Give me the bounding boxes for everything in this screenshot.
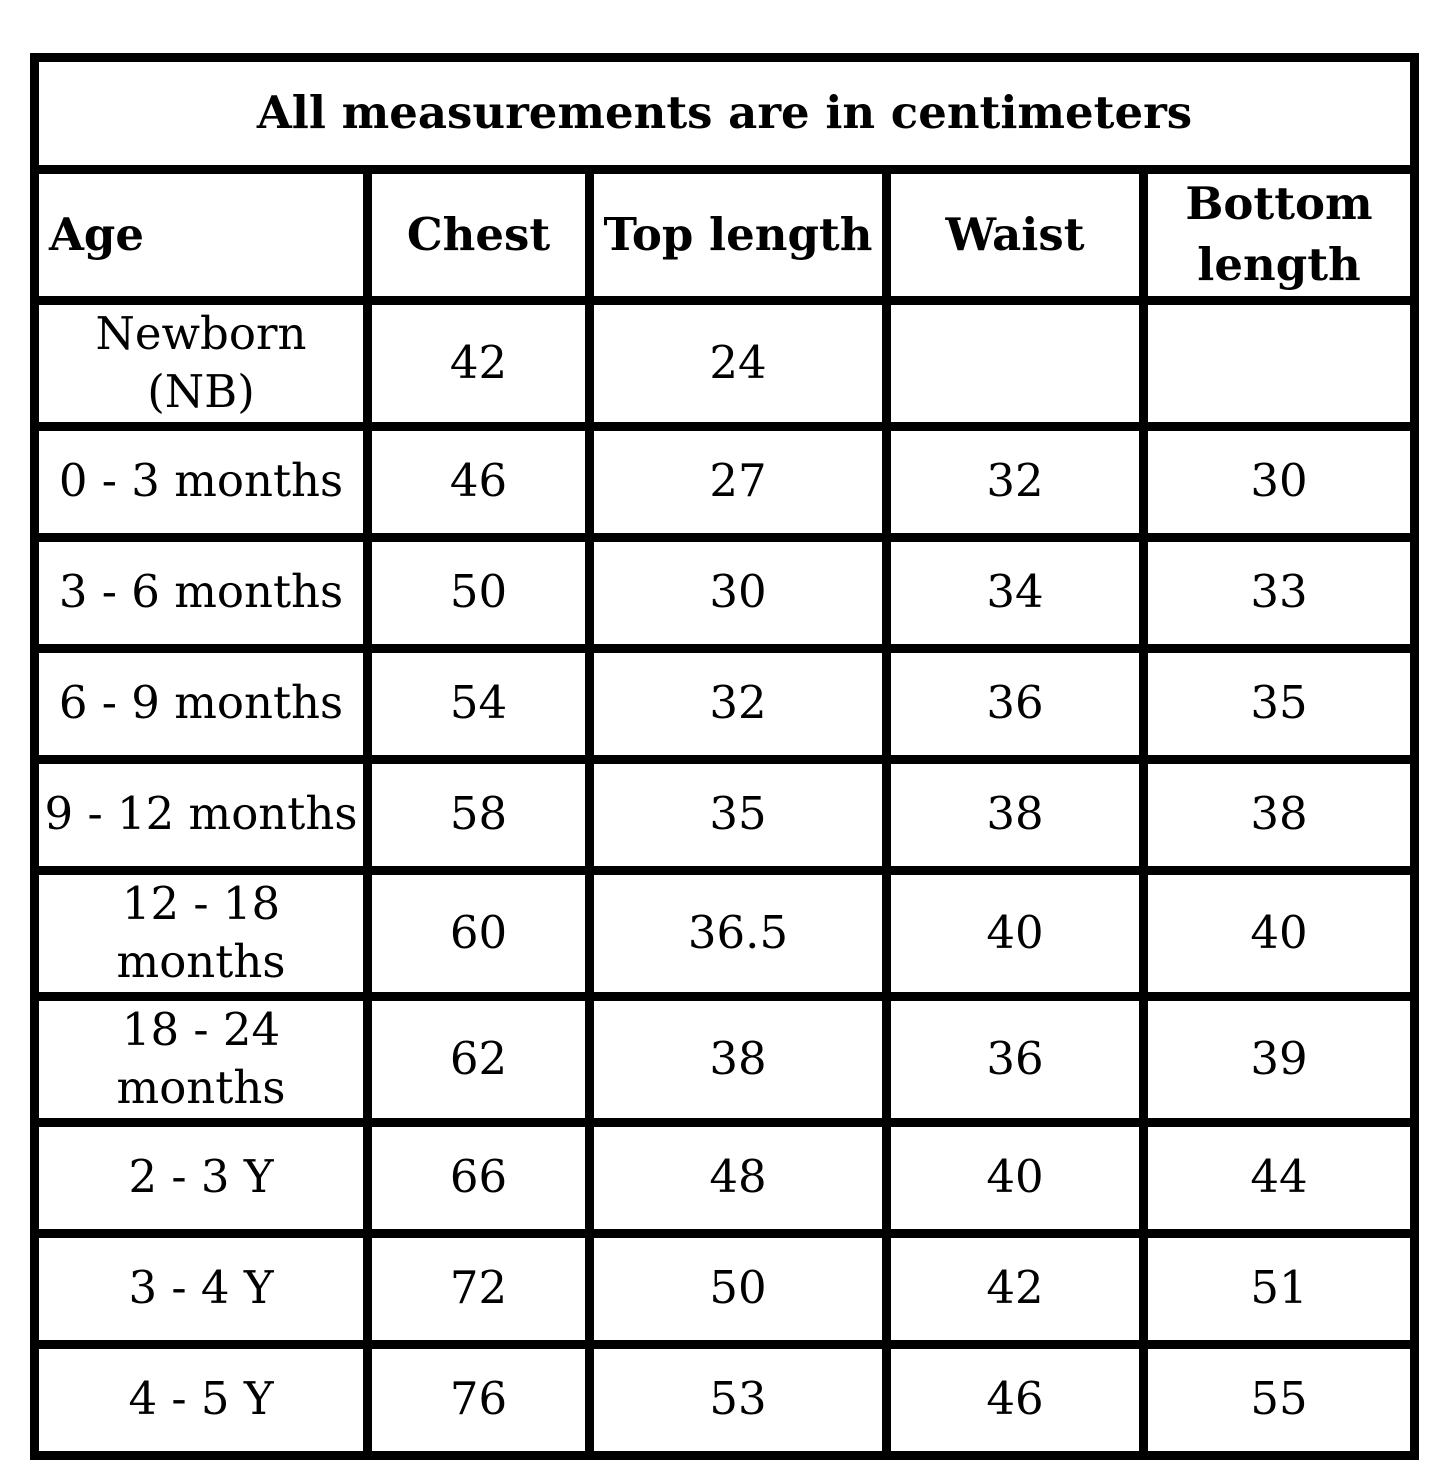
waist-cell: 42 (882, 1228, 1148, 1349)
top-length-cell: 32 (585, 643, 891, 764)
table-row-3-6-months: 3 - 6 months 50 30 34 33 (30, 532, 1419, 653)
bottom-length-cell: 39 (1139, 991, 1419, 1127)
size-chart-table: All measurements are in centimeters Age … (30, 53, 1419, 1460)
chest-cell: 46 (363, 421, 594, 542)
column-header-age: Age (30, 165, 372, 305)
bottom-length-cell: 40 (1139, 865, 1419, 1001)
table-row-9-12-months: 9 - 12 months 58 35 38 38 (30, 754, 1419, 875)
chest-cell: 66 (363, 1117, 594, 1238)
column-header-top-length: Top length (585, 165, 891, 305)
waist-cell: 36 (882, 991, 1148, 1127)
waist-cell: 46 (882, 1339, 1148, 1460)
column-header-chest: Chest (363, 165, 594, 305)
bottom-length-cell: 55 (1139, 1339, 1419, 1460)
chest-cell: 58 (363, 754, 594, 875)
top-length-cell: 53 (585, 1339, 891, 1460)
bottom-length-cell: 38 (1139, 754, 1419, 875)
age-cell: 6 - 9 months (30, 643, 372, 764)
top-length-cell: 30 (585, 532, 891, 653)
table-row-2-3-y: 2 - 3 Y 66 48 40 44 (30, 1117, 1419, 1238)
chest-cell: 76 (363, 1339, 594, 1460)
table-title: All measurements are in centimeters (30, 53, 1419, 174)
waist-cell: 32 (882, 421, 1148, 542)
top-length-cell: 38 (585, 991, 891, 1127)
age-cell: 12 - 18 months (30, 865, 372, 1001)
table-row-12-18-months: 12 - 18 months 60 36.5 40 40 (30, 865, 1419, 1001)
bottom-length-cell: 44 (1139, 1117, 1419, 1238)
age-cell: 2 - 3 Y (30, 1117, 372, 1238)
top-length-cell: 36.5 (585, 865, 891, 1001)
chest-cell: 72 (363, 1228, 594, 1349)
table-row-3-4-y: 3 - 4 Y 72 50 42 51 (30, 1228, 1419, 1349)
chest-cell: 62 (363, 991, 594, 1127)
age-cell: 0 - 3 months (30, 421, 372, 542)
chest-cell: 54 (363, 643, 594, 764)
table-row-18-24-months: 18 - 24 months 62 38 36 39 (30, 991, 1419, 1127)
age-cell: 18 - 24 months (30, 991, 372, 1127)
age-cell: 3 - 4 Y (30, 1228, 372, 1349)
column-header-waist: Waist (882, 165, 1148, 305)
bottom-length-cell: 30 (1139, 421, 1419, 542)
waist-cell: 36 (882, 643, 1148, 764)
table-row-newborn: Newborn (NB) 42 24 (30, 295, 1419, 431)
bottom-length-cell: 51 (1139, 1228, 1419, 1349)
table-row-4-5-y: 4 - 5 Y 76 53 46 55 (30, 1339, 1419, 1460)
waist-cell (882, 295, 1148, 431)
waist-cell: 40 (882, 1117, 1148, 1238)
bottom-length-cell: 35 (1139, 643, 1419, 764)
bottom-length-cell: 33 (1139, 532, 1419, 653)
table-title-row: All measurements are in centimeters (30, 53, 1419, 174)
top-length-cell: 50 (585, 1228, 891, 1349)
column-header-bottom-length: Bottom length (1139, 165, 1419, 305)
bottom-length-cell (1139, 295, 1419, 431)
table-row-6-9-months: 6 - 9 months 54 32 36 35 (30, 643, 1419, 764)
table-row-0-3-months: 0 - 3 months 46 27 32 30 (30, 421, 1419, 542)
table-header-row: Age Chest Top length Waist Bottom length (30, 165, 1419, 305)
top-length-cell: 27 (585, 421, 891, 542)
top-length-cell: 35 (585, 754, 891, 875)
chest-cell: 60 (363, 865, 594, 1001)
chest-cell: 42 (363, 295, 594, 431)
waist-cell: 38 (882, 754, 1148, 875)
age-cell: 9 - 12 months (30, 754, 372, 875)
top-length-cell: 48 (585, 1117, 891, 1238)
age-cell: 4 - 5 Y (30, 1339, 372, 1460)
age-cell: Newborn (NB) (30, 295, 372, 431)
chest-cell: 50 (363, 532, 594, 653)
waist-cell: 40 (882, 865, 1148, 1001)
top-length-cell: 24 (585, 295, 891, 431)
waist-cell: 34 (882, 532, 1148, 653)
age-cell: 3 - 6 months (30, 532, 372, 653)
